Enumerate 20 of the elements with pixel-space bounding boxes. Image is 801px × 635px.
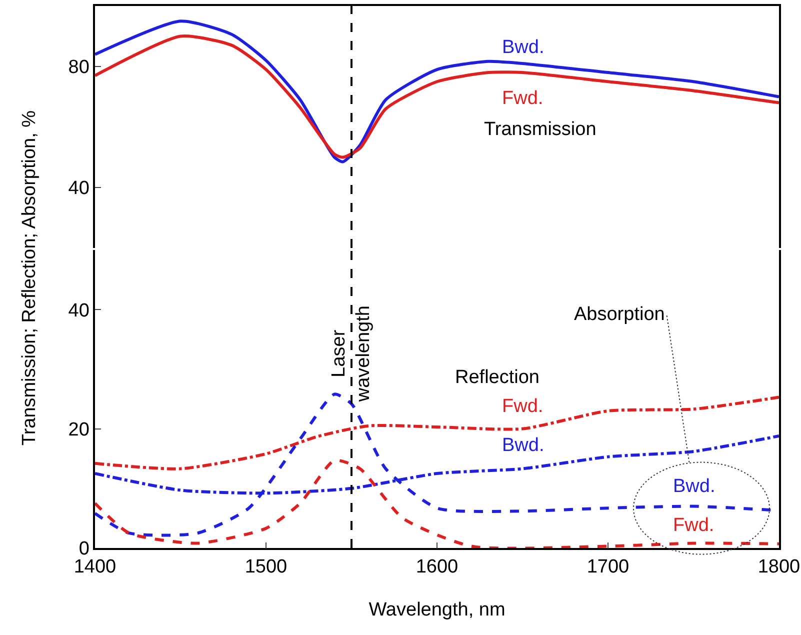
y-axis-title: Transmission; Reflection; Absorption, % — [19, 110, 41, 446]
series-label: Fwd. — [502, 396, 544, 417]
annotation: Transmission — [484, 119, 596, 140]
series-label: Fwd. — [502, 88, 544, 109]
y-tick-label: 20 — [68, 419, 90, 440]
x-tick-label: 1700 — [586, 556, 630, 578]
annotation: Reflection — [455, 367, 540, 388]
series-label: Fwd. — [673, 515, 714, 536]
ref-line-label: Laser wavelength — [328, 306, 374, 403]
x-axis-title: Wavelength, nm — [368, 600, 506, 620]
y-tick-label: 80 — [68, 57, 90, 78]
x-tick-label: 1600 — [416, 556, 458, 578]
annotation: Absorption — [574, 304, 665, 325]
x-tick-label: 1800 — [758, 556, 800, 578]
y-tick-label: 40 — [68, 178, 90, 200]
series-label: Bwd. — [502, 435, 544, 456]
y-tick-label: 40 — [68, 300, 90, 322]
series-label: Bwd. — [673, 476, 716, 497]
series-label: Bwd. — [502, 37, 544, 58]
x-tick-label: 1500 — [244, 556, 288, 578]
